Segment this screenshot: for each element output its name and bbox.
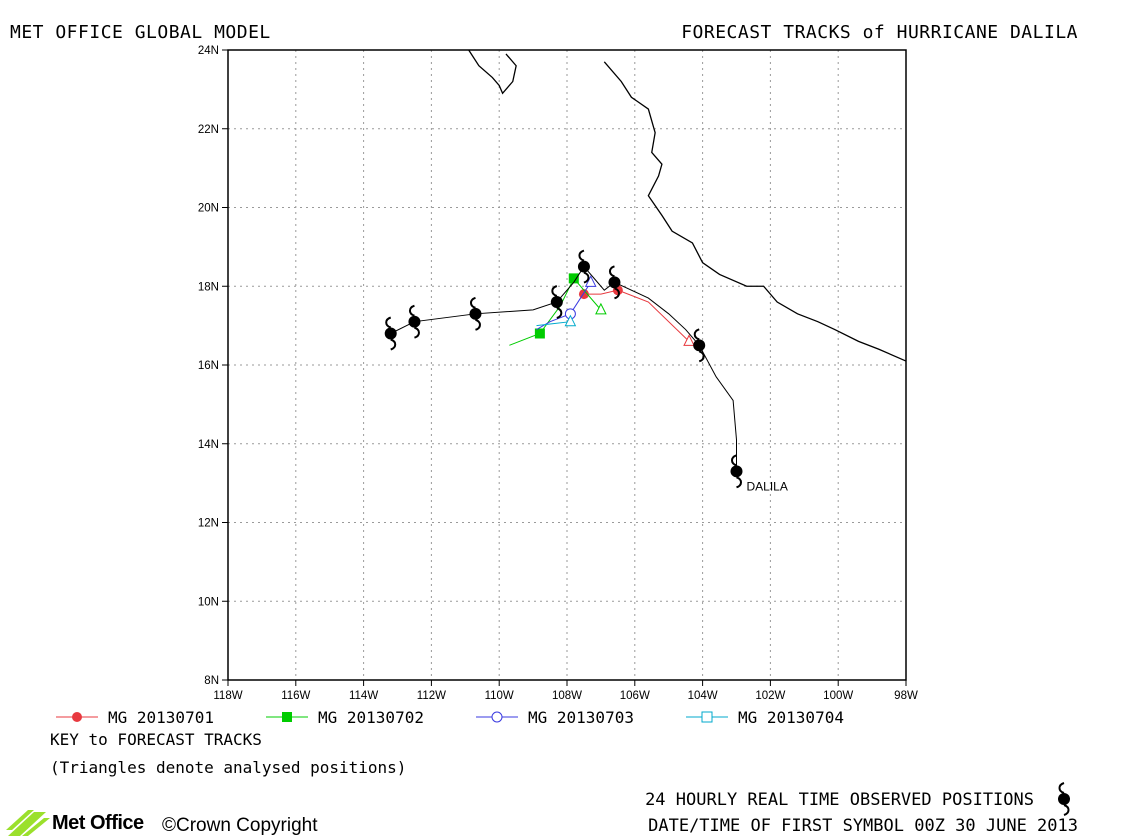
header-right-title: FORECAST TRACKS of HURRICANE DALILA (681, 22, 1078, 43)
hurricane-marker-icon (730, 454, 743, 489)
y-tick-label: 12N (198, 518, 219, 530)
legend-label: MG 20130704 (738, 708, 844, 727)
hurricane-marker-icon (469, 296, 482, 331)
filled-circle-marker-icon (56, 712, 98, 722)
hurricane-marker-icon (550, 285, 563, 319)
x-tick-label: 110W (485, 690, 514, 702)
y-tick-label: 20N (198, 203, 219, 215)
analysed-triangle-marker (595, 302, 607, 315)
coastline (468, 49, 517, 95)
legend-label: MG 20130701 (108, 708, 214, 727)
triangles-note: (Triangles denote analysed positions) (50, 758, 407, 777)
analysed-triangle-marker (584, 275, 597, 287)
coastline (603, 61, 907, 362)
coastlines (468, 49, 907, 362)
forecast-tracks (509, 273, 695, 346)
met-office-logo-text: Met Office (52, 812, 144, 834)
x-tick-label: 114W (349, 690, 378, 702)
grid-lines (228, 50, 906, 680)
y-tick-label: 10N (198, 596, 219, 608)
y-tick-label: 22N (198, 124, 219, 136)
header-left-title: MET OFFICE GLOBAL MODEL (10, 22, 271, 43)
storm-label: DALILA (747, 479, 788, 493)
y-tick-label: 24N (198, 45, 219, 57)
observed-track (384, 249, 743, 489)
hurricane-marker-icon (608, 265, 621, 300)
forecast-track-map: 118W 116W 114W 112W 110W 108W 106W 104W 102W 100W… (198, 45, 918, 702)
hurricane-marker-icon (693, 328, 706, 363)
hurricane-marker-icon (577, 249, 590, 284)
hurricane-marker-icon (384, 316, 397, 351)
forecast-marker (568, 273, 579, 284)
x-tick-label: 100W (823, 690, 853, 702)
hurricane-marker-icon (408, 304, 421, 339)
x-tick-label: 98W (894, 690, 918, 702)
x-tick-label: 104W (688, 690, 718, 702)
analysed-triangle-marker (564, 314, 577, 327)
x-tick-label: 108W (552, 690, 582, 702)
open-circle-marker-icon (476, 711, 518, 723)
analysed-triangle-marker (683, 334, 695, 346)
legend: MG 20130701 MG 20130702 MG 20130703 MG 2… (0, 708, 1130, 732)
axes: 118W 116W 114W 112W 110W 108W 106W 104W 102W 100W… (198, 45, 918, 702)
y-tick-label: 16N (198, 360, 219, 372)
met-office-logo-icon (6, 810, 50, 836)
datetime-note: DATE/TIME OF FIRST SYMBOL 00Z 30 JUNE 20… (648, 816, 1078, 836)
y-tick-label: 8N (204, 675, 219, 687)
y-tick-label: 14N (198, 439, 219, 451)
observed-track-line (390, 265, 737, 472)
forecast-marker (534, 328, 545, 339)
observed-positions-note: 24 HOURLY REAL TIME OBSERVED POSITIONS (645, 790, 1034, 810)
y-tick-label: 18N (198, 281, 219, 293)
x-tick-label: 112W (417, 690, 446, 702)
hurricane-symbol-icon (1058, 782, 1070, 816)
x-tick-label: 118W (213, 690, 242, 702)
x-tick-label: 102W (755, 690, 785, 702)
x-tick-label: 116W (281, 690, 310, 702)
track-line (536, 282, 592, 330)
legend-label: MG 20130703 (528, 708, 634, 727)
track-line (536, 321, 571, 327)
key-title: KEY to FORECAST TRACKS (50, 730, 262, 749)
open-square-marker-icon (686, 711, 728, 723)
copyright: ©Crown Copyright (162, 815, 318, 836)
legend-label: MG 20130702 (318, 708, 424, 727)
filled-square-marker-icon (266, 712, 308, 722)
x-tick-label: 106W (620, 690, 650, 702)
track-line (583, 289, 690, 342)
